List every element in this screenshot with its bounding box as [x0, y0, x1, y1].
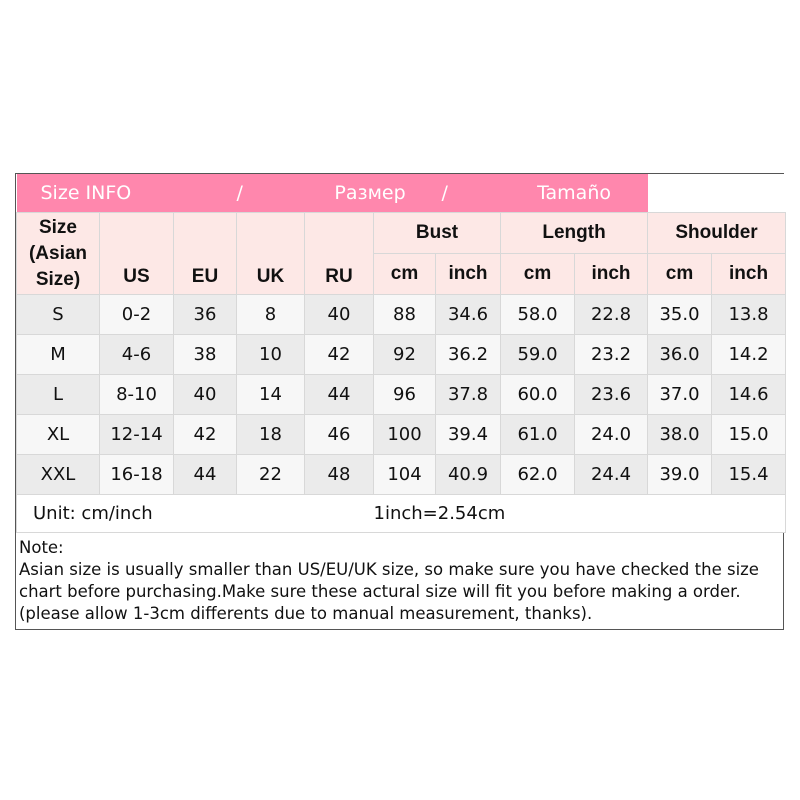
value-cell: 38 [173, 334, 237, 375]
size-cell: XL [16, 414, 100, 455]
header-row-1: Size (Asian Size) US EU UK RU Bust Lengt… [16, 212, 787, 295]
note-text: Asian size is usually smaller than US/EU… [19, 560, 759, 623]
value-cell: 36.0 [647, 334, 713, 375]
value-cell: 40 [304, 294, 374, 335]
value-cell: 92 [372, 334, 437, 375]
size-chart: Size INFO / Размер / Tamaño Size (Asian … [15, 173, 787, 630]
header-eu: EU [173, 212, 237, 295]
value-cell: 37.0 [647, 374, 713, 415]
header-row-2: cm inch cm inch cm inch [17, 253, 787, 295]
title-ru: Размер [304, 174, 436, 213]
value-cell: 13.8 [711, 294, 787, 335]
value-cell: 0-2 [99, 294, 174, 335]
header-shoulder: Shoulder [647, 212, 787, 254]
value-cell: 15.0 [711, 414, 787, 455]
value-cell: 38.0 [647, 414, 713, 455]
value-cell: 36 [173, 294, 237, 335]
header-bust: Bust [372, 212, 502, 254]
value-cell: 8 [236, 294, 305, 335]
size-cell: L [16, 374, 100, 415]
header-cm: cm [647, 253, 713, 295]
value-cell: 12-14 [99, 414, 174, 455]
value-cell: 100 [372, 414, 437, 455]
value-cell: 14.6 [711, 374, 787, 415]
table-row: L 8-10 40 14 44 96 37.8 60.0 23.6 37.0 14.6 [16, 374, 787, 415]
value-cell: 36.2 [435, 334, 502, 375]
header-inch: inch [574, 253, 649, 295]
header-length: Length [500, 212, 649, 254]
note: Note: Asian size is usually smaller than… [16, 533, 783, 629]
title-sep: / [435, 174, 501, 213]
value-cell: 58.0 [500, 294, 576, 335]
header-ru: RU [304, 212, 374, 295]
value-cell: 44 [173, 454, 237, 495]
value-cell: 18 [236, 414, 305, 455]
header-us: US [99, 212, 174, 295]
table-row: XL 12-14 42 18 46 100 39.4 61.0 24.0 38.0 15.0 [16, 414, 787, 455]
value-cell: 88 [372, 294, 437, 335]
value-cell: 46 [304, 414, 374, 455]
value-cell: 16-18 [99, 454, 174, 495]
value-cell: 22 [236, 454, 305, 495]
header-cm: cm [500, 253, 576, 295]
value-cell: 24.0 [574, 414, 649, 455]
table-row: S 0-2 36 8 40 88 34.6 58.0 22.8 35.0 13.8 [16, 294, 787, 335]
value-cell: 40 [173, 374, 237, 415]
value-cell: 61.0 [500, 414, 576, 455]
value-cell: 23.2 [574, 334, 649, 375]
value-cell: 14.2 [711, 334, 787, 375]
value-cell: 104 [372, 454, 437, 495]
header-inch: inch [711, 253, 787, 295]
size-table: Size INFO / Размер / Tamaño Size (Asian … [16, 174, 787, 533]
value-cell: 23.6 [574, 374, 649, 415]
header-inch: inch [435, 253, 502, 295]
value-cell: 62.0 [500, 454, 576, 495]
title-blank [647, 174, 786, 213]
size-cell: M [16, 334, 100, 375]
value-cell: 24.4 [574, 454, 649, 495]
size-cell: S [16, 294, 100, 335]
table-row: M 4-6 38 10 42 92 36.2 59.0 23.2 36.0 14.2 [16, 334, 787, 375]
value-cell: 37.8 [435, 374, 502, 415]
value-cell: 48 [304, 454, 374, 495]
value-cell: 60.0 [500, 374, 576, 415]
value-cell: 35.0 [647, 294, 713, 335]
size-cell: XXL [16, 454, 100, 495]
value-cell: 42 [304, 334, 374, 375]
value-cell: 96 [372, 374, 437, 415]
header-size: Size (Asian Size) [16, 212, 100, 295]
unit-label: Unit: cm/inch [16, 494, 374, 533]
value-cell: 34.6 [435, 294, 502, 335]
title-es: Tamaño [500, 174, 648, 213]
value-cell: 10 [236, 334, 305, 375]
table-row: XXL 16-18 44 22 48 104 40.9 62.0 24.4 39.0 15.4 [16, 454, 787, 495]
value-cell: 59.0 [500, 334, 576, 375]
value-cell: 8-10 [99, 374, 174, 415]
title-sep: / [236, 174, 305, 213]
value-cell: 39.4 [435, 414, 502, 455]
value-cell: 44 [304, 374, 374, 415]
conversion-label: 1inch=2.54cm [373, 494, 787, 533]
value-cell: 4-6 [99, 334, 174, 375]
title-row: Size INFO / Размер / Tamaño [16, 174, 786, 213]
value-cell: 15.4 [711, 454, 787, 495]
value-cell: 42 [173, 414, 237, 455]
header-uk: UK [236, 212, 305, 295]
value-cell: 39.0 [647, 454, 713, 495]
note-label: Note: [19, 538, 64, 557]
unit-row: Unit: cm/inch 1inch=2.54cm [16, 494, 787, 533]
value-cell: 22.8 [574, 294, 649, 335]
value-cell: 14 [236, 374, 305, 415]
title-en: Size INFO [16, 174, 237, 213]
value-cell: 40.9 [435, 454, 502, 495]
header-cm: cm [372, 253, 437, 295]
